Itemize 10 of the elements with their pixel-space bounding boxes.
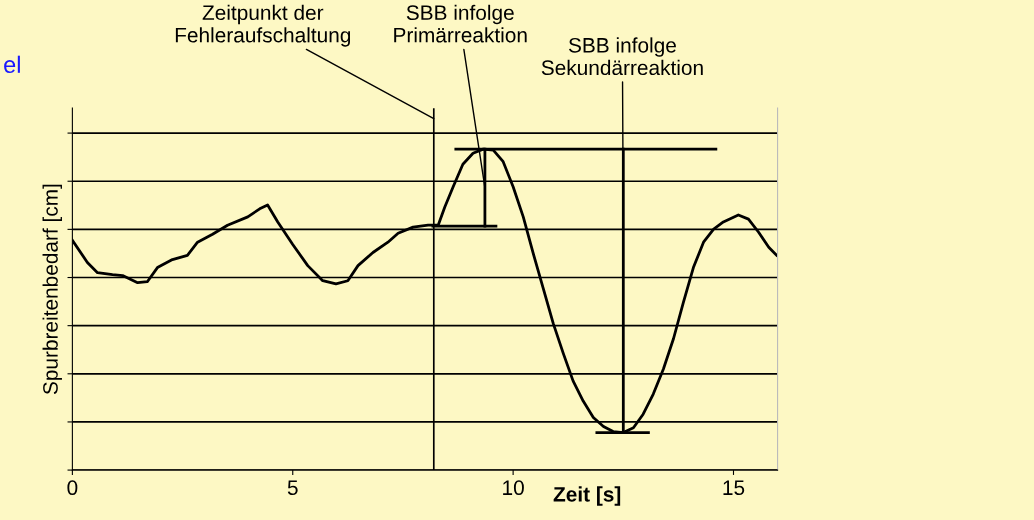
y-axis-title: Spurbreitenbedarf [cm] [42, 184, 62, 395]
x-tick-label: 0 [67, 480, 78, 496]
annotation: Zeitpunkt der Fehleraufschaltung [175, 4, 351, 47]
x-tick-label: 15 [723, 480, 745, 496]
x-tick-label: 10 [503, 480, 524, 496]
x-tick-label: 5 [287, 480, 298, 496]
x-axis-title: Zeit [s] [553, 486, 621, 506]
annotation: SBB infolge Sekundärreaktion [541, 37, 703, 76]
annotation: SBB infolge Primärreaktion [394, 4, 527, 43]
text: el [4, 55, 20, 74]
